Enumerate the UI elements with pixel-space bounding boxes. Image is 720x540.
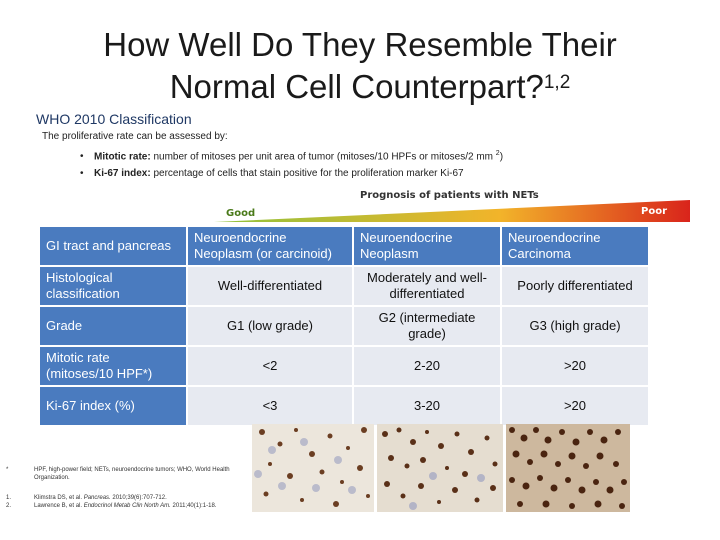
table-header-row: GI tract and pancreas Neuroendocrine Neo… xyxy=(40,227,648,265)
footnotes: * HPF, high-power field; NETs, neuroendo… xyxy=(6,466,242,510)
bullet-ki67-index: Ki-67 index: percentage of cells that st… xyxy=(80,168,503,186)
micrograph-poorly-differentiated-image xyxy=(506,424,630,512)
reference-2: 2. Lawrence B, et al. Endocrinol Metab C… xyxy=(6,502,242,510)
table-row-header: Grade xyxy=(40,307,186,345)
bullet-text: percentage of cells that stain positive … xyxy=(150,168,464,179)
footnote-marker: * xyxy=(6,467,9,473)
bullet-tail: ) xyxy=(499,151,504,163)
title-line-2: Normal Cell Counterpart?1,2 xyxy=(0,66,720,108)
footnote-abbreviations: * HPF, high-power field; NETs, neuroendo… xyxy=(6,466,242,482)
micrograph-well-differentiated-image xyxy=(252,424,374,512)
intro-text: The proliferative rate can be assessed b… xyxy=(42,131,228,142)
table-cell: 3-20 xyxy=(354,387,500,425)
reference-citation: 2011;40(1):1-18. xyxy=(170,503,217,509)
prognosis-gradient-wedge xyxy=(214,200,690,222)
title-line-1: How Well Do They Resemble Their xyxy=(103,26,617,63)
table-row-header: Ki-67 index (%) xyxy=(40,387,186,425)
table-cell: >20 xyxy=(502,347,648,385)
table-header-cell: Neuroendocrine Carcinoma xyxy=(502,227,648,265)
table-row: Histological classification Well-differe… xyxy=(40,267,648,305)
table-cell: >20 xyxy=(502,387,648,425)
table-header-cell: Neuroendocrine Neoplasm (or carcinoid) xyxy=(188,227,352,265)
prognosis-poor-label: Poor xyxy=(641,206,668,217)
table-row: Ki-67 index (%) <3 3-20 >20 xyxy=(40,387,648,425)
bullet-list: Mitotic rate: number of mitoses per unit… xyxy=(80,150,503,186)
table-cell: G3 (high grade) xyxy=(502,307,648,345)
table-cell: 2-20 xyxy=(354,347,500,385)
reference-number: 1. xyxy=(6,495,12,501)
table-cell: Moderately and well-differentiated xyxy=(354,267,500,305)
table-row-header: Mitotic rate (mitoses/10 HPF*) xyxy=(40,347,186,385)
title-line-2-text: Normal Cell Counterpart? xyxy=(169,68,544,105)
footnote-abbreviations-text: HPF, high-power field; NETs, neuroendocr… xyxy=(34,467,230,481)
table-cell: G1 (low grade) xyxy=(188,307,352,345)
title-reference-sup: 1,2 xyxy=(543,72,571,93)
table-header-cell: GI tract and pancreas xyxy=(40,227,186,265)
micrograph-moderately-differentiated-image xyxy=(377,424,503,512)
reference-number: 2. xyxy=(6,503,12,509)
reference-authors: Klimstra DS, et al. xyxy=(34,495,84,501)
table-row: Mitotic rate (mitoses/10 HPF*) <2 2-20 >… xyxy=(40,347,648,385)
prognosis-good-label: Good xyxy=(226,208,256,219)
bullet-text: number of mitoses per unit area of tumor… xyxy=(150,151,496,163)
table-header-cell: Neuroendocrine Neoplasm xyxy=(354,227,500,265)
table-cell: Well-differentiated xyxy=(188,267,352,305)
reference-journal: Pancreas. xyxy=(83,495,111,501)
reference-authors: Lawrence B, et al. xyxy=(34,503,84,509)
reference-citation: 2010;39(6):707-712. xyxy=(110,495,167,501)
slide-title: How Well Do They Resemble Their Normal C… xyxy=(0,24,720,108)
table-cell: G2 (intermediate grade) xyxy=(354,307,500,345)
who-classification-subtitle: WHO 2010 Classification xyxy=(36,111,192,127)
bullet-mitotic-rate: Mitotic rate: number of mitoses per unit… xyxy=(80,150,503,168)
table-cell: <3 xyxy=(188,387,352,425)
reference-journal: Endocrinol Metab Clin North Am. xyxy=(83,503,171,509)
bullet-label: Mitotic rate: xyxy=(94,151,151,163)
table-row: Grade G1 (low grade) G2 (intermediate gr… xyxy=(40,307,648,345)
reference-1: 1. Klimstra DS, et al. Pancreas. 2010;39… xyxy=(6,494,242,502)
who-classification-table: GI tract and pancreas Neuroendocrine Neo… xyxy=(38,225,650,427)
prognosis-title: Prognosis of patients with NETs xyxy=(360,190,539,201)
table-row-header: Histological classification xyxy=(40,267,186,305)
bullet-sup: 2 xyxy=(495,150,500,157)
bullet-label: Ki-67 index: xyxy=(94,168,151,179)
table-cell: <2 xyxy=(188,347,352,385)
table-cell: Poorly differentiated xyxy=(502,267,648,305)
